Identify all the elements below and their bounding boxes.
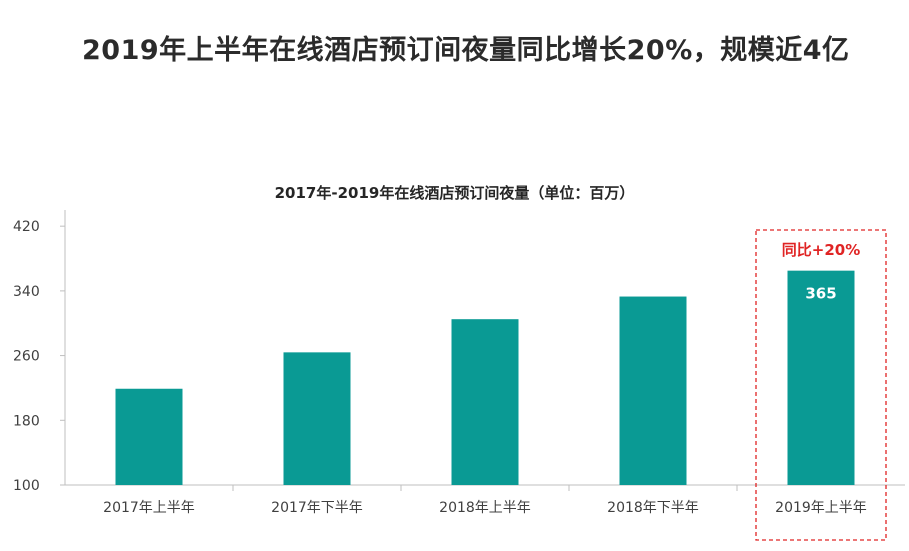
x-tick-label: 2019年上半年 [775,500,867,516]
x-tick-label: 2017年下半年 [271,500,363,516]
x-tick-label: 2017年上半年 [103,500,195,516]
bar [451,319,519,485]
chart-bars [115,270,855,485]
data-label: 365 [805,285,836,303]
page-headline: 2019年上半年在线酒店预订间夜量同比增长20%，规模近4亿 [82,35,850,66]
chart-title: 2017年-2019年在线酒店预订间夜量（单位：百万） [274,184,635,202]
chart-labels: 2017年上半年 2017年下半年 2018年上半年 2018年下半年 2019年上半年… [103,229,887,541]
x-tick-label: 2018年上半年 [439,500,531,516]
bar [787,270,855,485]
highlight-box [755,229,887,541]
bar [619,296,687,485]
y-tick-label: 100 [13,478,40,494]
y-tick-label: 340 [13,284,40,300]
bar [283,352,351,485]
y-tick-label: 420 [13,219,40,235]
y-tick-label: 180 [13,413,40,429]
y-tick-label: 260 [13,349,40,365]
x-tick-label: 2018年下半年 [607,500,699,516]
yoy-annotation: 同比+20% [782,241,860,259]
bar [115,388,183,485]
